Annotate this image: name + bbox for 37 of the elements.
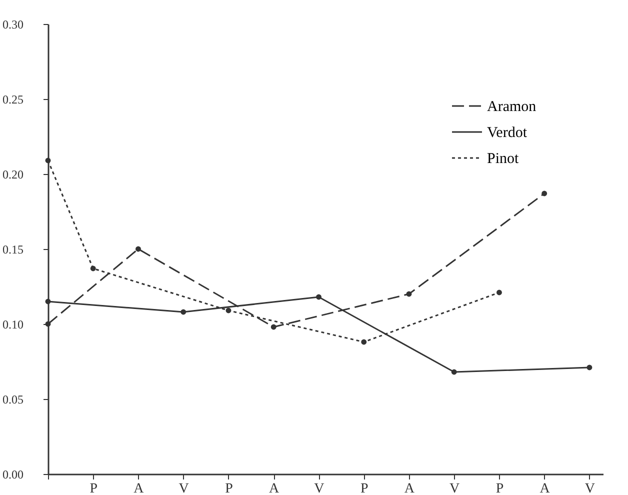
y-tick-label: 0.15 bbox=[2, 242, 24, 256]
legend-label: Pinot bbox=[487, 151, 520, 167]
point bbox=[45, 321, 51, 327]
x-tick-label: P bbox=[496, 482, 504, 495]
x-tick-label: V bbox=[178, 482, 189, 495]
point bbox=[451, 369, 457, 375]
x-tick-label: V bbox=[450, 482, 460, 495]
legend-label: Verdot bbox=[487, 125, 528, 141]
point bbox=[45, 298, 51, 304]
point bbox=[45, 158, 51, 164]
y-tick-label: 0.20 bbox=[2, 168, 24, 182]
point bbox=[180, 309, 186, 315]
x-tick-label: A bbox=[269, 482, 280, 495]
point bbox=[406, 291, 412, 297]
y-tick-label: 0.10 bbox=[2, 318, 24, 332]
x-tick-label: A bbox=[404, 482, 416, 495]
y-tick-label: 0.05 bbox=[2, 392, 24, 406]
point bbox=[542, 190, 548, 196]
y-tick-label: 0.00 bbox=[2, 468, 24, 482]
point bbox=[496, 290, 502, 296]
point bbox=[226, 308, 232, 314]
x-tick-label: P bbox=[225, 482, 234, 495]
point bbox=[136, 246, 141, 252]
x-tick-label: V bbox=[584, 482, 596, 495]
y-tick-label: 0.30 bbox=[2, 18, 24, 32]
point bbox=[270, 324, 276, 330]
legend-label: Aramon bbox=[487, 99, 537, 115]
x-tick-label: A bbox=[134, 482, 145, 495]
y-tick-label: 0.25 bbox=[2, 92, 24, 106]
point bbox=[90, 266, 96, 272]
x-tick-label: A bbox=[540, 482, 551, 495]
x-tick-label: V bbox=[314, 482, 324, 495]
point bbox=[316, 294, 322, 300]
point bbox=[586, 364, 592, 370]
point bbox=[361, 339, 367, 345]
x-tick-label: P bbox=[360, 482, 368, 495]
x-tick-label: P bbox=[90, 482, 98, 495]
